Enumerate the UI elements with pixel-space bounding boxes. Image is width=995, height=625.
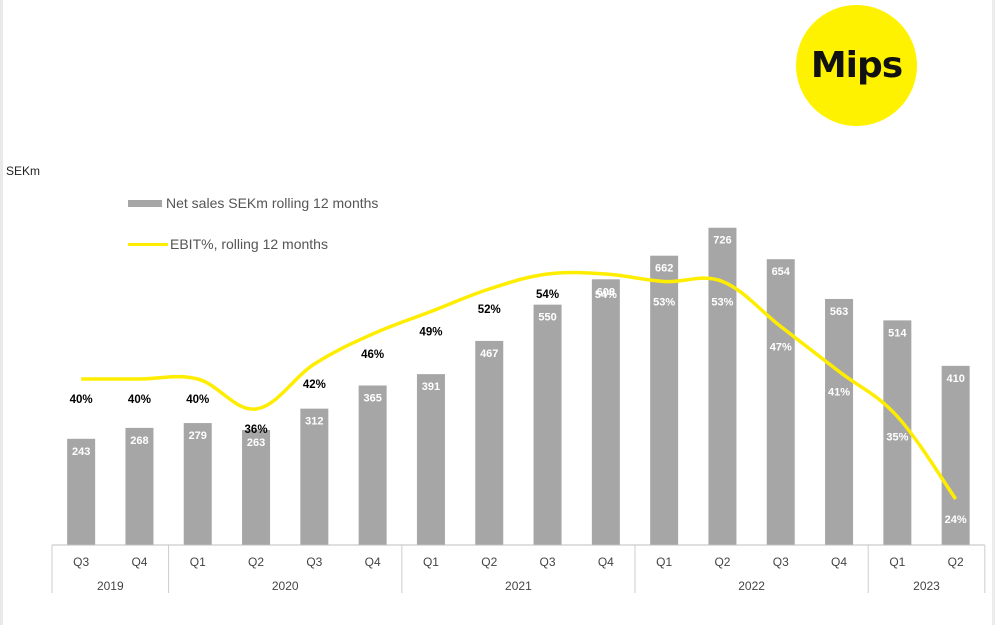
quarter-tick-label: Q2 [948,555,964,569]
bar-value-label: 279 [189,430,207,442]
ebit-percent-label: 46% [361,349,384,361]
ebit-percent-label: 42% [303,379,326,391]
bar-value-label: 654 [772,266,791,278]
bar-net-sales [67,438,96,545]
bar-net-sales [358,385,387,545]
quarter-tick-label: Q2 [481,555,497,569]
bar-net-sales [883,320,912,545]
ebit-percent-label: 49% [419,327,442,339]
quarter-tick-label: Q4 [598,555,614,569]
quarter-tick-label: Q4 [831,555,847,569]
quarter-tick-label: Q1 [656,555,672,569]
bar-value-label: 550 [538,312,556,324]
bar-value-label: 608 [597,286,615,298]
ebit-percent-label: 24% [945,514,967,526]
quarter-tick-label: Q3 [773,555,789,569]
ebit-percent-label: 53% [711,297,733,309]
legend-line-swatch [128,242,168,246]
quarter-tick-label: Q1 [889,555,905,569]
year-tick-label: 2023 [913,579,940,593]
bar-value-label: 312 [305,416,323,428]
legend-net-sales-label: Net sales SEKm rolling 12 months [166,195,379,211]
year-tick-label: 2021 [505,579,532,593]
bar-net-sales [650,255,679,545]
ebit-percent-label: 54% [595,289,617,301]
year-tick-label: 2019 [97,579,124,593]
bar-value-label: 514 [888,327,907,339]
ebit-percent-label: 41% [828,387,850,399]
quarter-tick-label: Q2 [248,555,264,569]
quarter-tick-label: Q1 [423,555,439,569]
bar-net-sales [708,227,737,545]
bar-value-label: 263 [247,437,265,449]
bar-value-label: 410 [946,373,964,385]
left-border [0,0,3,625]
ebit-percent-label: 54% [536,289,559,301]
bar-net-sales [591,279,620,545]
ebit-percent-label: 40% [186,394,209,406]
ebit-percent-label: 40% [128,394,151,406]
quarter-tick-label: Q3 [73,555,89,569]
bar-value-label: 726 [713,235,731,247]
quarter-tick-label: Q4 [131,555,147,569]
right-border [992,0,995,625]
bar-net-sales [416,374,445,545]
quarter-tick-label: Q4 [365,555,381,569]
bar-net-sales [183,423,212,545]
bar-value-label: 391 [422,381,440,393]
bar-net-sales [825,298,854,545]
ebit-percent-label: 52% [478,304,501,316]
bar-value-label: 563 [830,306,848,318]
bar-net-sales [766,259,795,545]
unit-label: SEKm [6,164,41,178]
quarter-tick-label: Q3 [306,555,322,569]
year-tick-label: 2020 [272,579,299,593]
quarter-tick-label: Q2 [714,555,730,569]
bar-net-sales [242,430,271,545]
year-tick-label: 2022 [738,579,765,593]
bar-value-label: 268 [130,435,148,447]
quarter-tick-label: Q3 [540,555,556,569]
legend-bar-swatch [128,199,162,207]
ebit-percent-label: 40% [70,394,93,406]
mips-logo: Mips [796,5,917,126]
bar-value-label: 243 [72,446,90,458]
legend-ebit-label: EBIT%, rolling 12 months [170,236,328,252]
ebit-percent-label: 36% [245,424,268,436]
bar-value-label: 662 [655,263,673,275]
bar-net-sales [475,340,504,545]
logo-text: Mips [810,45,903,86]
ebit-percent-label: 47% [770,342,792,354]
bar-net-sales [533,304,562,545]
ebit-line [81,270,958,501]
bar-net-sales [125,427,154,545]
ebit-percent-label: 35% [886,432,908,444]
bar-net-sales [941,365,970,545]
bar-net-sales [300,408,329,545]
bar-value-label: 467 [480,348,498,360]
legend-item-ebit: EBIT%, rolling 12 months [128,236,328,252]
bar-value-label: 365 [363,392,381,404]
quarter-tick-label: Q1 [190,555,206,569]
legend-item-net-sales: Net sales SEKm rolling 12 months [128,195,378,211]
ebit-percent-label: 53% [653,297,675,309]
